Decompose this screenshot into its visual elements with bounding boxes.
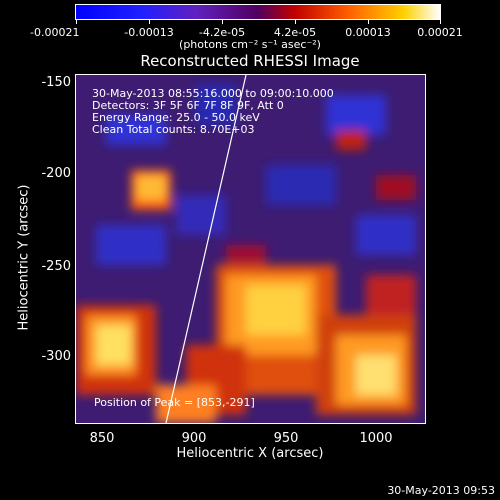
colorbar-tick-label: -4.2e-05 [198,26,246,39]
x-tick-label: 900 [181,431,207,446]
colorbar-tickmark [440,19,441,24]
colorbar-tick-label: -0.00021 [30,26,80,39]
colorbar [75,4,441,20]
colorbar-tickmark [368,19,369,24]
peak-position: Position of Peak = [853,-291] [94,396,255,409]
timestamp: 30-May-2013 09:53 [387,484,495,497]
colorbar-tick-label: 4.2e-05 [273,26,317,39]
y-tick-label: -250 [41,259,71,274]
colorbar-tickmark [295,19,296,24]
plot-title: Reconstructed RHESSI Image [140,52,360,70]
rhessi-image [76,75,425,423]
colorbar-tickmark [222,19,223,24]
y-tick-label: -150 [41,75,71,90]
x-tick-label: 1000 [359,431,393,446]
info-energy-range: Energy Range: 25.0 - 50.0 keV [92,111,260,124]
solar-limb-line [165,75,247,423]
info-total-counts: Clean Total counts: 8.70E+03 [92,123,255,136]
colorbar-tickmark [149,19,150,24]
y-tick-label: -300 [41,349,71,364]
colorbar-tick-label: -0.00013 [124,26,174,39]
colorbar-tickmark [76,19,77,24]
colorbar-tick-label: 0.00021 [417,26,463,39]
info-detectors: Detectors: 3F 5F 6F 7F 8F 9F, Att 0 [92,99,284,112]
x-tick-label: 950 [273,431,299,446]
y-axis-label: Heliocentric Y (arcsec) [16,184,32,331]
x-axis-label: Heliocentric X (arcsec) [176,446,324,461]
colorbar-units: (photons cm⁻² s⁻¹ asec⁻²) [179,38,321,51]
plot-area: 30-May-2013 08:55:16.000 to 09:00:10.000… [75,74,426,424]
x-tick-label: 850 [89,431,115,446]
y-tick-label: -200 [41,166,71,181]
info-time-range: 30-May-2013 08:55:16.000 to 09:00:10.000 [92,87,334,100]
colorbar-tick-label: 0.00013 [345,26,391,39]
